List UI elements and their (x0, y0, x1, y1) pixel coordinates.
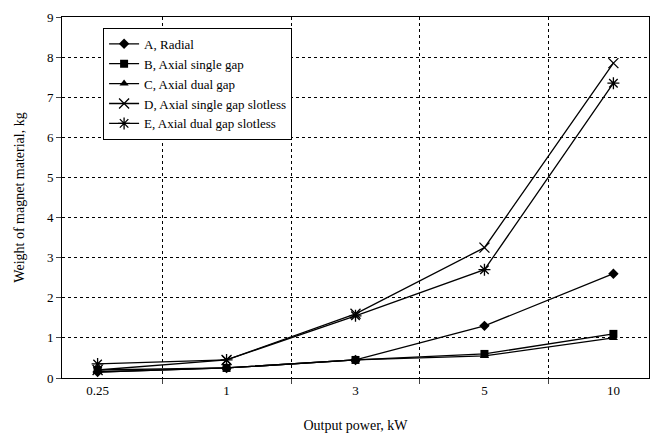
svg-text:7: 7 (47, 90, 54, 105)
svg-text:3: 3 (47, 250, 54, 265)
svg-text:B, Axial single gap: B, Axial single gap (144, 57, 244, 72)
svg-text:3: 3 (352, 383, 359, 398)
svg-text:Output power, kW: Output power, kW (303, 418, 408, 433)
svg-text:E, Axial dual gap slotless: E, Axial dual gap slotless (144, 116, 276, 131)
svg-text:5: 5 (481, 383, 488, 398)
svg-text:2: 2 (47, 290, 54, 305)
svg-text:D, Axial single gap slotless: D, Axial single gap slotless (144, 97, 286, 112)
svg-text:0.25: 0.25 (86, 383, 109, 398)
svg-text:1: 1 (47, 330, 54, 345)
svg-text:0: 0 (47, 371, 54, 386)
svg-text:5: 5 (47, 170, 54, 185)
svg-text:1: 1 (223, 383, 230, 398)
svg-text:8: 8 (47, 50, 54, 65)
svg-text:A, Radial: A, Radial (144, 37, 194, 52)
svg-text:6: 6 (47, 130, 54, 145)
svg-text:C, Axial dual gap: C, Axial dual gap (144, 77, 235, 92)
svg-text:9: 9 (47, 10, 54, 25)
svg-text:10: 10 (607, 383, 620, 398)
svg-text:4: 4 (47, 210, 54, 225)
svg-text:Weight of magnet material, kg: Weight of magnet material, kg (12, 112, 27, 282)
